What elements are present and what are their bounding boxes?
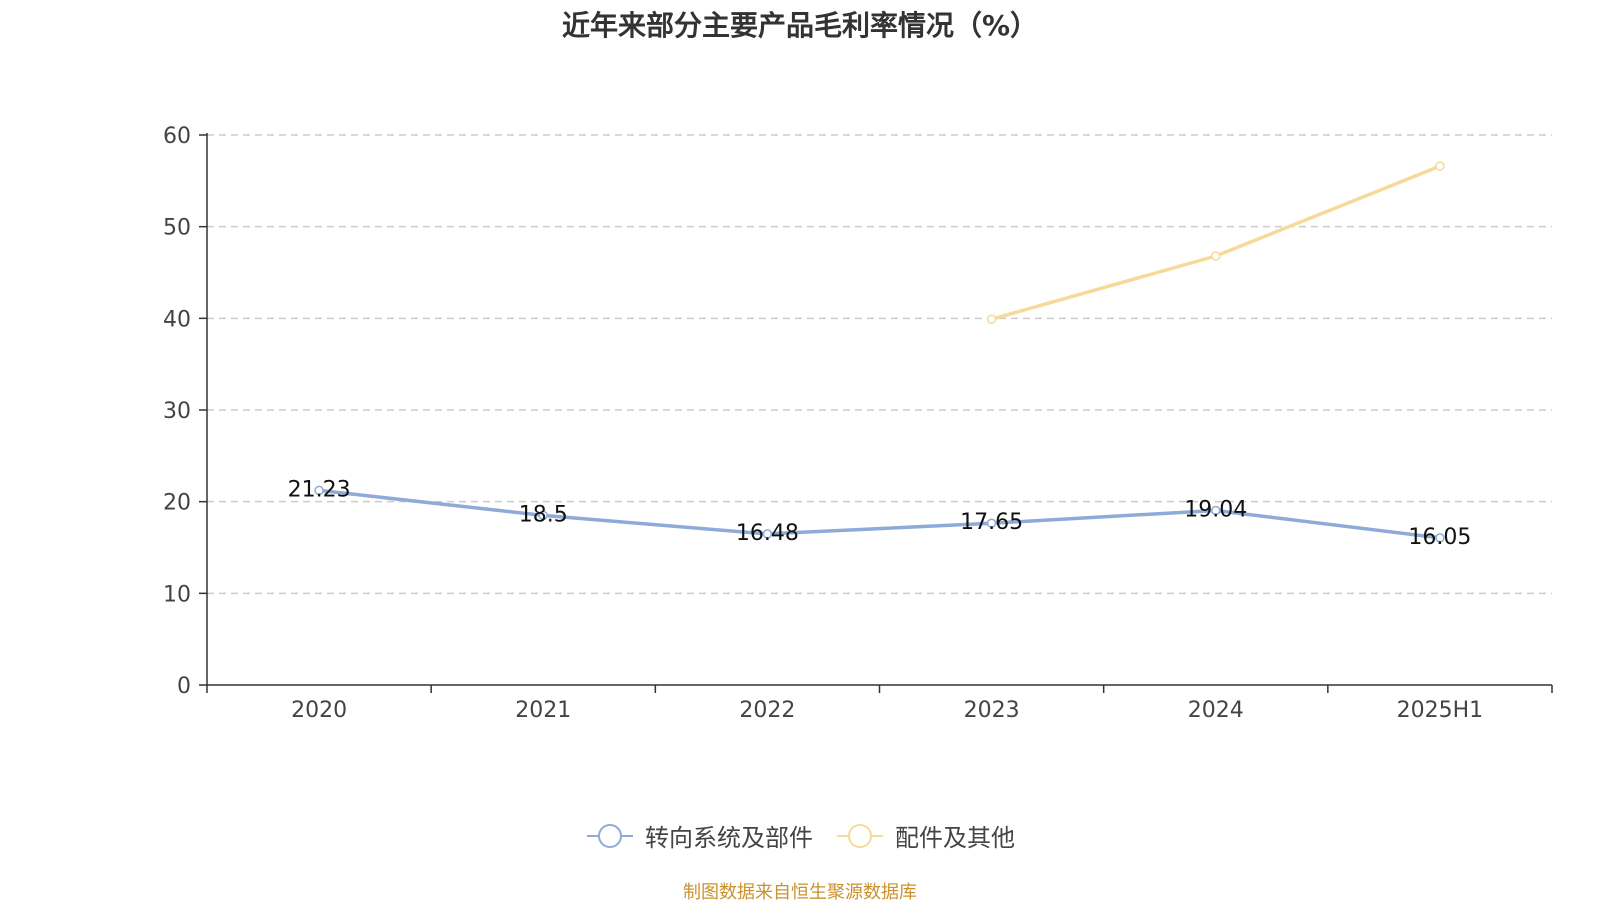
data-point-0-2: [762, 529, 773, 539]
data-point-0-4: [1211, 505, 1221, 516]
legend-label-steering: 转向系统及部件: [645, 824, 813, 852]
data-label-0-3: 17.65: [960, 510, 1023, 535]
x-tick-label-2025H1: 2025H1: [1397, 698, 1484, 723]
y-tick-label-50: 50: [163, 216, 191, 241]
chart-title: 近年来部分主要产品毛利率情况（%）: [561, 9, 1039, 42]
data-label-0-2: 16.48: [736, 521, 799, 546]
x-tick-label-2021: 2021: [515, 698, 571, 723]
data-label-0-0: 21.23: [288, 477, 351, 502]
x-tick-label-2023: 2023: [964, 698, 1020, 723]
y-tick-label-10: 10: [163, 582, 191, 607]
data-label-0-4: 19.04: [1184, 497, 1247, 522]
y-tick-label-20: 20: [163, 491, 191, 516]
x-tick-label-2024: 2024: [1188, 698, 1244, 723]
data-point-1-3: [986, 314, 997, 324]
data-point-0-5: [1435, 533, 1445, 543]
y-tick-label-60: 60: [163, 124, 191, 149]
y-tick-label-0: 0: [177, 674, 191, 699]
x-tick-label-2020: 2020: [291, 698, 347, 723]
y-tick-label-30: 30: [163, 399, 191, 424]
series-lines: [314, 161, 1445, 543]
axes: 0 10 20 30 40 50 60 2020 2021 2022 2023 2024 2025H1: [163, 124, 1553, 723]
gridlines: [207, 134, 1552, 595]
data-label-0-1: 18.5: [519, 502, 568, 527]
data-point-0-3: [986, 518, 997, 528]
data-point-1-4: [1211, 251, 1221, 261]
source-note: 制图数据来自恒生聚源数据库: [683, 882, 917, 903]
series-line-1: [989, 164, 1442, 321]
series-line-0: [317, 488, 1442, 540]
legend-label-accessories: 配件及其他: [895, 824, 1015, 852]
data-point-0-1: [538, 510, 548, 521]
legend-item-accessories[interactable]: 配件及其他: [835, 818, 1015, 853]
legend-marker-steering-icon: [587, 823, 633, 848]
data-point-1-5: [1435, 161, 1445, 171]
legend-marker-accessories-icon: [837, 823, 883, 848]
y-tick-label-40: 40: [163, 307, 191, 332]
legend-item-steering[interactable]: 转向系统及部件: [585, 818, 813, 853]
data-labels: 21.23 18.5 16.48 17.65 19.04 16.05: [288, 477, 1472, 549]
legend: 转向系统及部件 配件及其他: [0, 818, 1600, 853]
data-point-0-0: [314, 485, 324, 496]
data-label-0-5: 16.05: [1408, 525, 1471, 550]
x-tick-label-2022: 2022: [739, 698, 795, 723]
